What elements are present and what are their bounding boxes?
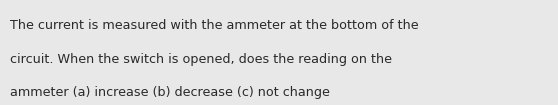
Text: ammeter (a) increase (b) decrease (c) not change: ammeter (a) increase (b) decrease (c) no… bbox=[10, 86, 330, 99]
Text: circuit. When the switch is opened, does the reading on the: circuit. When the switch is opened, does… bbox=[10, 52, 392, 66]
Text: The current is measured with the ammeter at the bottom of the: The current is measured with the ammeter… bbox=[10, 19, 418, 32]
